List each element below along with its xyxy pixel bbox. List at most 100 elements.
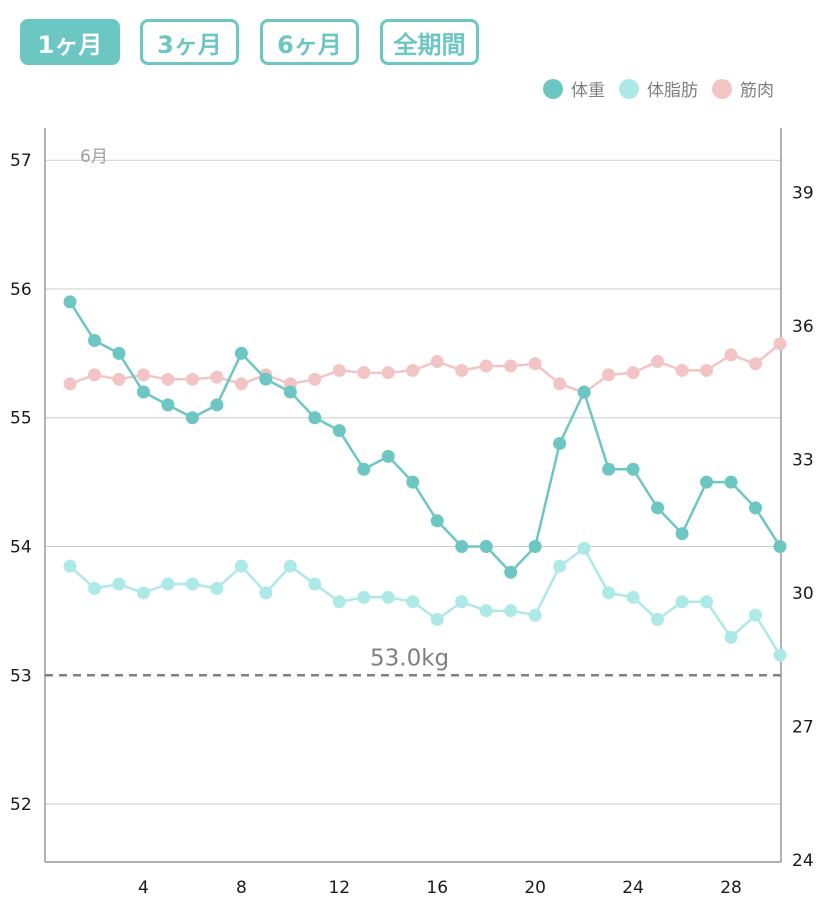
legend-item-muscle: 筋肉	[712, 76, 774, 101]
point-weight	[161, 398, 175, 412]
point-body-fat	[381, 590, 395, 604]
point-muscle	[651, 355, 665, 369]
point-weight	[234, 346, 248, 360]
point-body-fat	[63, 559, 77, 573]
point-muscle	[406, 363, 420, 377]
right-tick-label: 24	[792, 851, 814, 871]
x-tick-label: 24	[622, 878, 644, 898]
point-body-fat	[406, 595, 420, 609]
point-body-fat	[161, 577, 175, 591]
point-body-fat	[577, 541, 591, 555]
point-body-fat	[749, 608, 763, 622]
x-tick-label: 8	[236, 878, 247, 898]
legend-dot-weight	[543, 78, 563, 99]
point-weight	[308, 411, 322, 425]
point-body-fat	[136, 586, 150, 600]
point-weight	[136, 385, 150, 399]
x-tick-label: 16	[426, 878, 448, 898]
point-muscle	[332, 363, 346, 377]
point-muscle	[553, 377, 567, 391]
x-tick-label: 4	[138, 878, 149, 898]
legend-dot-body-fat	[619, 78, 639, 99]
point-muscle	[724, 348, 738, 362]
point-muscle	[185, 372, 199, 386]
point-weight	[381, 449, 395, 463]
axes	[44, 128, 782, 863]
left-tick-label: 56	[10, 280, 32, 300]
point-muscle	[161, 372, 175, 386]
point-body-fat	[724, 630, 738, 644]
point-muscle	[675, 363, 689, 377]
point-weight	[112, 346, 126, 360]
point-body-fat	[479, 604, 493, 618]
point-body-fat	[185, 577, 199, 591]
tab-all-period[interactable]: 全期間	[380, 19, 479, 65]
point-body-fat	[651, 613, 665, 627]
point-muscle	[479, 359, 493, 373]
point-body-fat	[626, 590, 640, 604]
month-label: 6月	[80, 147, 108, 167]
target-line-group: 53.0kg	[45, 645, 781, 677]
point-weight	[749, 501, 763, 515]
point-weight	[528, 540, 542, 554]
point-body-fat	[283, 559, 297, 573]
point-weight	[773, 540, 787, 554]
point-weight	[700, 475, 714, 489]
point-weight	[504, 565, 518, 579]
point-body-fat	[357, 590, 371, 604]
tab-1-month[interactable]: 1ヶ月	[20, 19, 120, 65]
point-muscle	[308, 372, 322, 386]
series-group	[63, 295, 787, 662]
point-weight	[724, 475, 738, 489]
point-muscle	[602, 368, 616, 382]
left-tick-label: 55	[10, 409, 32, 429]
legend-label-body-fat: 体脂肪	[647, 81, 698, 101]
point-muscle	[112, 372, 126, 386]
point-muscle	[87, 368, 101, 382]
point-muscle	[700, 363, 714, 377]
point-body-fat	[602, 586, 616, 600]
right-tick-label: 39	[792, 184, 814, 204]
x-tick-label: 12	[328, 878, 350, 898]
left-tick-label: 53	[10, 666, 32, 686]
tab-3-months[interactable]: 3ヶ月	[140, 19, 239, 65]
point-weight	[87, 333, 101, 347]
point-muscle	[381, 366, 395, 380]
point-body-fat	[553, 559, 567, 573]
series-line-weight	[68, 301, 782, 575]
point-weight	[675, 527, 689, 541]
right-tick-label: 36	[792, 317, 814, 337]
point-muscle	[357, 366, 371, 380]
point-muscle	[528, 357, 542, 371]
chart-legend: 体重 体脂肪 筋肉	[529, 76, 774, 101]
point-muscle	[234, 377, 248, 391]
left-tick-label: 52	[10, 795, 32, 815]
tab-6-months[interactable]: 6ヶ月	[260, 19, 359, 65]
right-tick-label: 33	[792, 450, 814, 470]
point-muscle	[455, 363, 469, 377]
point-weight	[553, 436, 567, 450]
point-weight	[430, 514, 444, 528]
point-body-fat	[430, 613, 444, 627]
x-tick-label: 20	[524, 878, 546, 898]
point-muscle	[626, 366, 640, 380]
point-body-fat	[234, 559, 248, 573]
point-weight	[455, 540, 469, 554]
point-weight	[332, 424, 346, 438]
point-weight	[283, 385, 297, 399]
series-line-body-fat	[69, 546, 782, 656]
point-weight	[259, 372, 273, 386]
point-weight	[210, 398, 224, 412]
point-body-fat	[112, 577, 126, 591]
point-body-fat	[210, 581, 224, 595]
point-weight	[577, 385, 591, 399]
tick-labels: 52 53 54 55 56 57 24 27 30 33 36 39 4 8 12 16 20 24 28	[10, 151, 814, 898]
x-tick-label: 28	[720, 878, 742, 898]
point-weight	[602, 462, 616, 476]
target-label: 53.0kg	[370, 645, 449, 671]
point-weight	[479, 540, 493, 554]
point-body-fat	[259, 586, 273, 600]
point-muscle	[210, 370, 224, 384]
point-body-fat	[455, 595, 469, 609]
point-muscle	[136, 368, 150, 382]
